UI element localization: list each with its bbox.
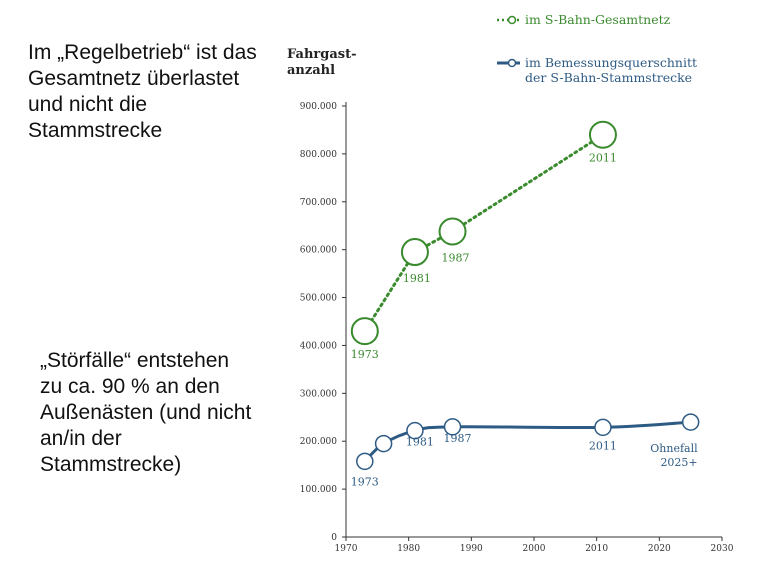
y-tick-label: 400.000 <box>300 341 337 351</box>
y-tick-label: 100.000 <box>300 485 337 495</box>
point-gesamtnetz-1987 <box>438 217 467 246</box>
y-tick-label: 900.000 <box>300 102 337 112</box>
point-stammstrecke-2011 <box>594 418 612 437</box>
y-tick-label: 600.000 <box>300 246 337 256</box>
y-tick-label: 200.000 <box>300 437 337 447</box>
x-tick-label: 2030 <box>711 544 734 554</box>
point-label-gesamtnetz-2011: 2011 <box>589 152 617 165</box>
slide-text-regelbetrieb: Im „Regelbetrieb“ ist das Gesamtnetz übe… <box>28 41 257 142</box>
x-tick-label: 1970 <box>335 544 358 554</box>
x-tick-label: 1980 <box>397 544 420 554</box>
legend-label-gesamtnetz: im S-Bahn-Gesamtnetz <box>525 12 671 27</box>
point-label-stammstrecke-2011: 2011 <box>589 439 617 452</box>
y-axis-label: Fahrgast-anzahl <box>287 47 356 78</box>
point-gesamtnetz-1973 <box>350 317 379 346</box>
point-gesamtnetz-2011 <box>588 120 617 149</box>
chart-legend: im S-Bahn-Gesamtnetz im Bemessungsquersch… <box>497 12 697 85</box>
point-label-gesamtnetz-1981: 1981 <box>403 272 431 285</box>
point-stammstrecke-1987 <box>443 418 462 436</box>
y-tick-label: 0 <box>331 533 337 543</box>
point-label-stammstrecke-1973: 1973 <box>351 475 379 488</box>
y-tick-label: 300.000 <box>300 389 337 399</box>
y-tick-label: 700.000 <box>300 198 337 208</box>
y-axis-label-line: Fahrgast- <box>287 47 356 62</box>
point-label-gesamtnetz-1973: 1973 <box>351 348 379 361</box>
point-gesamtnetz-1981 <box>400 238 429 267</box>
y-axis-label-line: anzahl <box>287 63 335 78</box>
legend-swatch-marker-gesamtnetz <box>507 15 517 25</box>
y-tick-label: 800.000 <box>300 150 337 160</box>
x-tick-label: 2000 <box>523 544 546 554</box>
point-stammstrecke-2025 <box>681 413 700 431</box>
series-line-gesamtnetz <box>363 133 605 333</box>
point-label-gesamtnetz-1987: 1987 <box>442 251 470 264</box>
x-tick-label: 1990 <box>460 544 483 554</box>
x-tick-label: 2020 <box>648 544 671 554</box>
point-label-stammstrecke-line: 2025+ <box>660 456 697 469</box>
point-label-stammstrecke-1987: 1987 <box>444 432 472 445</box>
y-tick-label: 500.000 <box>300 294 337 304</box>
point-stammstrecke-1976 <box>374 434 393 453</box>
legend-label-stammstrecke-line: der S-Bahn-Stammstrecke <box>525 70 692 85</box>
point-label-stammstrecke-line: Ohnefall <box>650 442 698 455</box>
legend-swatch-marker-stammstrecke <box>507 58 517 68</box>
point-stammstrecke-1981 <box>406 421 424 440</box>
chart-series: 1973 1981 1987 2011 1973 1981 1987 2011 Ohnefall… <box>350 120 700 488</box>
chart-axes <box>345 102 722 538</box>
slide-text-stoerfaelle: „Störfälle“ entstehen zu ca. 90 % an den… <box>40 349 252 476</box>
legend-label-stammstrecke-line: im Bemessungsquerschnitt <box>525 55 697 70</box>
point-label-stammstrecke-2025: Ohnefall 2025+ <box>650 442 698 469</box>
chart-ticks: 0 100.000 200.000 300.000 400.000 500.000 600.… <box>300 102 734 554</box>
point-stammstrecke-1973 <box>356 452 374 471</box>
point-label-stammstrecke-1981: 1981 <box>406 436 434 449</box>
x-tick-label: 2010 <box>585 544 608 554</box>
